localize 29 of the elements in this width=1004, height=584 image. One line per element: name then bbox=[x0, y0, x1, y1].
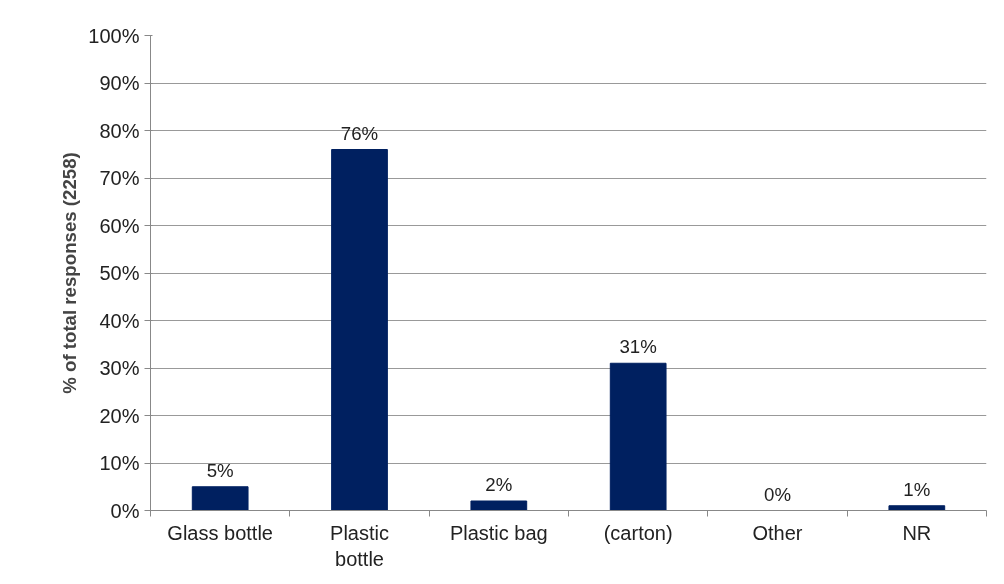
y-tick-label: 100% bbox=[88, 24, 140, 47]
x-tick-label: Glass bottle bbox=[167, 521, 273, 544]
y-tick-label: 80% bbox=[99, 119, 140, 142]
y-axis-title: % of total responses (2258) bbox=[59, 152, 81, 394]
y-tick-label: 10% bbox=[99, 452, 140, 474]
data-label: 31% bbox=[619, 336, 657, 358]
bar bbox=[191, 486, 249, 511]
data-label: 1% bbox=[903, 478, 931, 500]
x-tick-label: Plastic bag bbox=[449, 521, 548, 544]
y-tick-label: 90% bbox=[99, 72, 140, 94]
y-tick-label: 50% bbox=[99, 262, 140, 284]
data-label: 5% bbox=[206, 459, 234, 481]
y-tick-label: 40% bbox=[99, 309, 140, 332]
bar bbox=[331, 149, 388, 511]
data-label: 2% bbox=[485, 474, 513, 495]
x-tick-label: Other bbox=[752, 521, 803, 544]
y-tick-label: 30% bbox=[99, 357, 140, 379]
bar bbox=[609, 362, 667, 511]
y-tick-label: 20% bbox=[99, 404, 140, 427]
y-tick-label: 0% bbox=[110, 499, 140, 522]
bar bbox=[470, 500, 528, 511]
y-tick-label: 70% bbox=[99, 167, 140, 189]
x-tick-label: (carton) bbox=[603, 521, 673, 544]
x-tick-label: Plastic bottle bbox=[330, 521, 389, 570]
bar bbox=[888, 505, 946, 511]
data-label: 0% bbox=[764, 483, 791, 505]
data-label: 76% bbox=[340, 122, 379, 144]
x-tick-label: NR bbox=[902, 521, 932, 544]
y-tick-label: 60% bbox=[99, 214, 140, 237]
